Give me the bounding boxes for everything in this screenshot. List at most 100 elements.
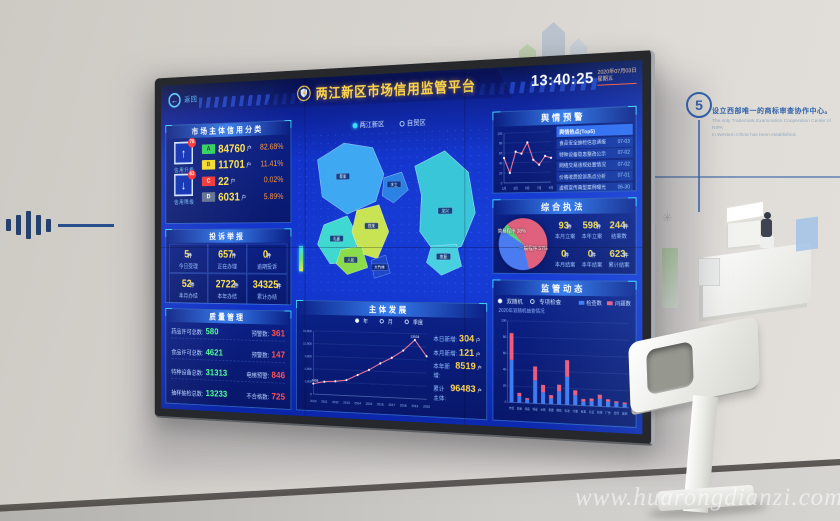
screen-bezel: ← 返回 两江新区市场信用监管平台 13:40:25 2020年07月03日 星期… [154, 50, 655, 446]
mode-quarter[interactable]: 季度 [404, 317, 423, 326]
sentiment-line-chart: 0 20 40 60 80 100 1月 3月 5月 7月 9月 [497, 127, 553, 191]
quality-row: 药品许可总数: 580 预警数: 361 [171, 325, 286, 342]
svg-text:60: 60 [499, 151, 503, 155]
mural-boxes [698, 258, 720, 286]
svg-text:0: 0 [310, 392, 312, 396]
development-line-chart: 0 3,000 6,000 9,000 12,000 15,000 2010 2011 2012… [303, 329, 430, 409]
enforcement-panel: 综合执法 一般程序 57% 简易程序 38% 93件 本月立案 598件 本年立案 [492, 197, 637, 275]
map-dot-grid [295, 125, 488, 298]
svg-text:20: 20 [503, 384, 507, 388]
svg-text:食品: 食品 [517, 406, 522, 410]
list-item[interactable]: 网络交易违规处置情况 07-02 [556, 159, 633, 171]
grade-chip: A [201, 143, 216, 154]
radio-dot-icon [379, 318, 384, 324]
svg-text:2016: 2016 [377, 402, 384, 406]
legend-color-chip [578, 300, 585, 305]
svg-text:鱼复: 鱼复 [440, 254, 447, 259]
quality-row: 特种设备总数: 31313 电梯预警: 846 [171, 366, 286, 384]
svg-text:100: 100 [497, 131, 502, 135]
list-item[interactable]: 虚假宣传典型案例曝光 06-30 [556, 181, 633, 194]
back-button[interactable]: ← 返回 [168, 92, 197, 108]
mode-year[interactable]: 年 [354, 316, 368, 325]
sentiment-panel: 舆情预警 0 20 40 60 80 100 1月 3月 5月 7月 9月 舆情热点(Top5) 食… [492, 105, 637, 194]
svg-text:2015: 2015 [366, 401, 373, 405]
stat-cell: 598件 本年立案 [581, 219, 603, 240]
stat-row: 本年新增: 8519 户 [433, 360, 482, 380]
list-item[interactable]: 价格收费投诉热点分析 07-01 [556, 170, 633, 182]
legend-checks[interactable]: 检查数 [578, 298, 602, 307]
radio-dot-icon [352, 122, 358, 128]
svg-text:检测: 检测 [597, 410, 603, 415]
legend-color-chip [607, 300, 614, 305]
led-panel-seam [161, 247, 643, 248]
svg-text:60: 60 [503, 351, 507, 355]
svg-text:悦来: 悦来 [368, 223, 375, 228]
grade-chip: B [201, 160, 216, 170]
credit-row-a: A 84760 户 82.68% [201, 140, 287, 156]
clock: 13:40:25 2020年07月03日 星期五 [531, 67, 637, 91]
isometric-service-desk-mural: ✳ ✳ [648, 198, 840, 318]
credit-downgrade-indicator: ↓ 63 信用降级 [174, 169, 196, 206]
pie-label: 简易程序 38% [497, 228, 526, 235]
milestone-text-en: The only Trademark Examination Cooperati… [712, 119, 831, 139]
svg-text:2020: 2020 [423, 404, 430, 408]
radio-dot-icon [404, 319, 409, 324]
stat-cell: 93件 本月立案 [554, 220, 576, 240]
map-region[interactable] [415, 150, 475, 257]
supervision-panel: 监管动态 双随机 专项检查 检查数 问题数 [492, 279, 637, 429]
stat-cell: 244件 结案数 [609, 219, 629, 240]
complaints-panel: 投诉举报 5件 今日受理 657件 正在办理 0件 逾期投诉 52件 本月办结 2722… [165, 228, 292, 306]
svg-text:2017: 2017 [388, 403, 395, 407]
quality-panel: 质量管理 药品许可总数: 580 预警数: 361 食品许可总数: 4621 预警数:… [165, 308, 292, 411]
svg-text:标准: 标准 [581, 409, 587, 414]
supervision-bar-chart: 0 20 40 60 80 100 市监 食品 药品 特设 价格 质量 网监 执法 计量 标准 认证 检测 广告 合同… [501, 319, 633, 416]
map-label-tags: 蔡家 水土 悦来 礼嘉 龙兴 鱼复 人和 大竹林 [330, 171, 452, 271]
stat-cell: 52件 本月办结 [169, 273, 208, 304]
mural-asterisk-icon: ✳ [662, 210, 673, 225]
audio-wave-icon [6, 208, 51, 242]
svg-text:2018: 2018 [400, 403, 407, 407]
stat-cell: 623件 累计结案 [608, 248, 630, 269]
svg-text:2468: 2468 [312, 378, 319, 382]
stat-cell: 0件 逾期投诉 [246, 243, 288, 275]
downgrade-badge: 63 [187, 169, 196, 180]
legend-issues[interactable]: 问题数 [607, 299, 631, 307]
svg-text:2012: 2012 [332, 400, 339, 404]
timeline-line-right [652, 176, 840, 178]
map-region[interactable] [317, 142, 383, 215]
mode-special-inspection[interactable]: 专项检查 [530, 297, 561, 306]
milestone-text-zh: 设立西部唯一的商标审查协作中心。 [712, 108, 832, 115]
platform-title-bar: 两江新区市场信用监管平台 [264, 69, 513, 109]
mural-green-bar [662, 248, 678, 308]
list-item[interactable]: 特种设备隐患整改公示 07-02 [556, 147, 633, 160]
svg-text:大竹林: 大竹林 [374, 265, 385, 270]
svg-text:80: 80 [503, 335, 507, 339]
svg-text:2011: 2011 [321, 399, 327, 403]
mode-random-inspection[interactable]: 双随机 [497, 297, 523, 306]
svg-text:价格: 价格 [540, 407, 546, 412]
district-map: 蔡家 水土 悦来 礼嘉 龙兴 鱼复 人和 大竹林 [296, 127, 487, 285]
stat-row: 累计主体: 96483 户 [433, 382, 482, 402]
svg-text:蔡家: 蔡家 [339, 174, 346, 179]
dashboard: ← 返回 两江新区市场信用监管平台 13:40:25 2020年07月03日 星期… [161, 59, 643, 435]
credit-row-d: D 6031 户 5.89% [201, 189, 287, 204]
credit-row-b: B 11701 户 11.41% [201, 156, 287, 172]
clock-date: 2020年07月03日 星期五 [597, 67, 637, 87]
svg-text:80: 80 [499, 141, 503, 145]
panel-title: 投诉举报 [166, 229, 291, 243]
stat-cell: 5件 今日受理 [169, 243, 208, 274]
quality-row: 抽样抽检总数: 13233 不合格数: 725 [171, 387, 286, 403]
stat-cell: 657件 正在办理 [207, 243, 247, 275]
stat-cell: 2722件 本年办结 [207, 273, 247, 305]
mode-month[interactable]: 月 [379, 317, 393, 325]
stat-cell: 0件 本年结案 [581, 248, 603, 269]
mural-chair [760, 236, 774, 248]
mural-blue-block [796, 216, 818, 252]
list-item[interactable]: 食品安全抽检信息通报 07-03 [556, 136, 633, 149]
svg-text:合同: 合同 [614, 411, 620, 416]
svg-text:40: 40 [503, 367, 507, 371]
svg-text:人和: 人和 [347, 257, 354, 262]
wall-milestone-5: 5 设立西部唯一的商标审查协作中心。 The only Trademark Ex… [686, 92, 836, 212]
svg-text:广告: 广告 [605, 410, 611, 415]
